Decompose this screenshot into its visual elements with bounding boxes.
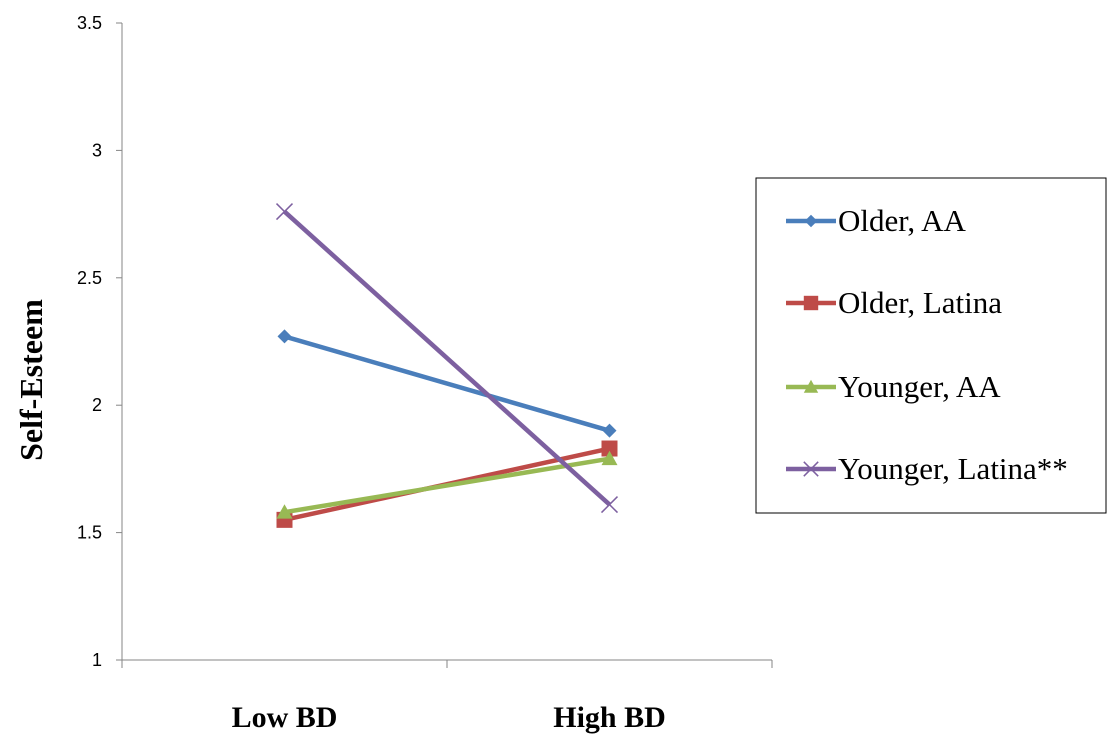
series-1 <box>277 329 617 438</box>
x-tick-label: High BD <box>553 701 666 734</box>
legend-marker <box>803 461 819 477</box>
legend-marker <box>804 214 818 228</box>
series-3 <box>276 450 618 519</box>
y-tick-label: 2.5 <box>77 268 102 288</box>
legend-label: Younger, Latina** <box>838 451 1068 486</box>
y-tick-label: 1.5 <box>77 523 102 543</box>
y-tick-label: 1 <box>92 650 102 670</box>
series-line <box>282 209 612 507</box>
legend-entry: Older, Latina <box>786 285 1002 320</box>
legend-marker <box>803 295 819 311</box>
legend-label: Older, AA <box>838 203 967 238</box>
data-point <box>601 450 618 466</box>
y-tick-label: 3 <box>92 140 102 160</box>
y-tick-label: 2 <box>92 395 102 415</box>
data-point <box>277 329 292 344</box>
series-line <box>284 456 610 515</box>
series-4 <box>275 203 619 514</box>
data-point <box>276 504 293 519</box>
legend-label: Older, Latina <box>838 285 1002 320</box>
data-point <box>601 440 618 457</box>
y-tick-labels: 1 1.5 2 2.5 3 3.5 <box>77 13 102 670</box>
legend-entry: Older, AA <box>786 203 967 238</box>
series-layer <box>275 203 619 528</box>
x-tick-label: Low BD <box>232 701 338 734</box>
legend-box <box>755 177 1107 514</box>
data-point <box>275 203 294 221</box>
y-axis-label: Self-Esteem <box>13 299 49 461</box>
y-tick-label: 3.5 <box>77 13 102 33</box>
legend-marker <box>803 379 819 393</box>
data-point <box>600 496 619 514</box>
legend-entry: Younger, AA <box>786 369 1001 404</box>
series-line <box>283 334 611 433</box>
data-point <box>602 423 617 438</box>
axes <box>116 22 773 668</box>
legend: Older, AA Older, Latina Younger, AA Younger… <box>755 177 1107 514</box>
legend-label: Younger, AA <box>838 369 1001 404</box>
x-tick-labels: Low BD High BD <box>232 701 666 734</box>
legend-entry: Younger, Latina** <box>786 451 1068 486</box>
